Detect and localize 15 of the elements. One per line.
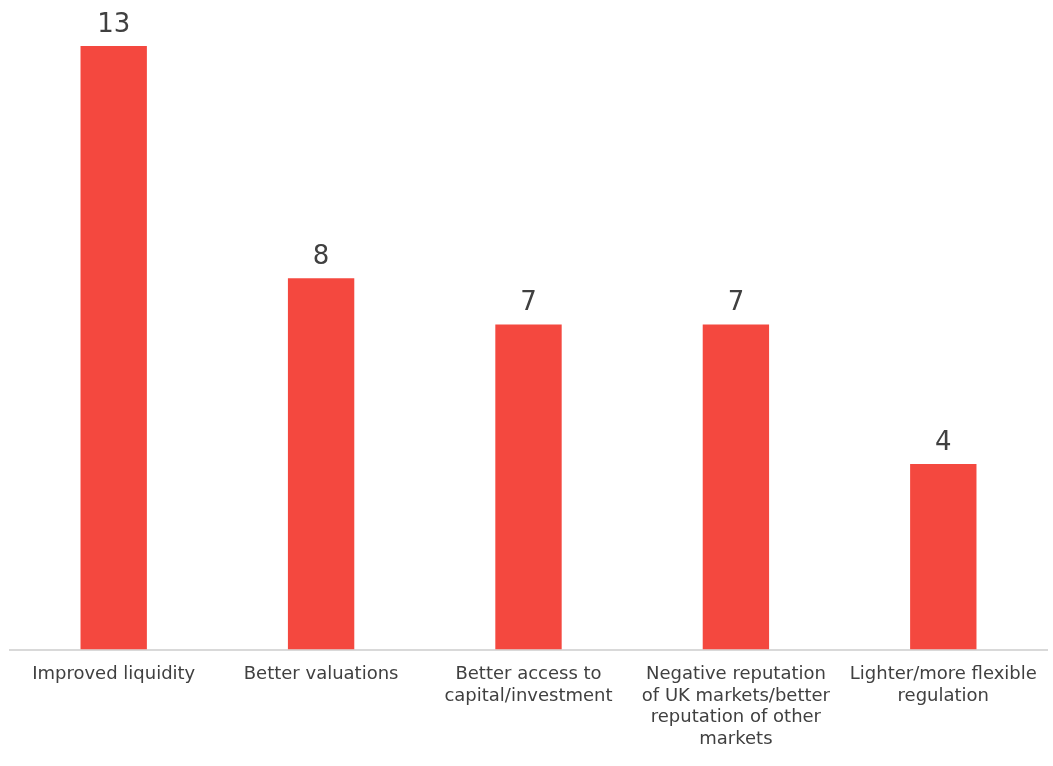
data-label: 8 bbox=[312, 239, 330, 270]
x-tick-label: Negative reputation of UK markets/better reputation of other markets bbox=[641, 662, 831, 748]
data-label: 7 bbox=[727, 286, 745, 317]
x-tick-label: Lighter/more flexible regulation bbox=[849, 662, 1037, 705]
bar bbox=[495, 324, 562, 650]
bar bbox=[702, 324, 770, 650]
x-tick-label: Better valuations bbox=[243, 662, 399, 684]
data-label: 7 bbox=[520, 286, 537, 317]
bar bbox=[287, 278, 355, 650]
data-label: 13 bbox=[97, 7, 131, 38]
data-label: 4 bbox=[935, 425, 952, 456]
x-tick-label: Improved liquidity bbox=[32, 662, 196, 684]
bar bbox=[910, 463, 977, 650]
bar bbox=[80, 46, 147, 650]
x-tick-label: Better access to capital/investment bbox=[444, 662, 613, 705]
